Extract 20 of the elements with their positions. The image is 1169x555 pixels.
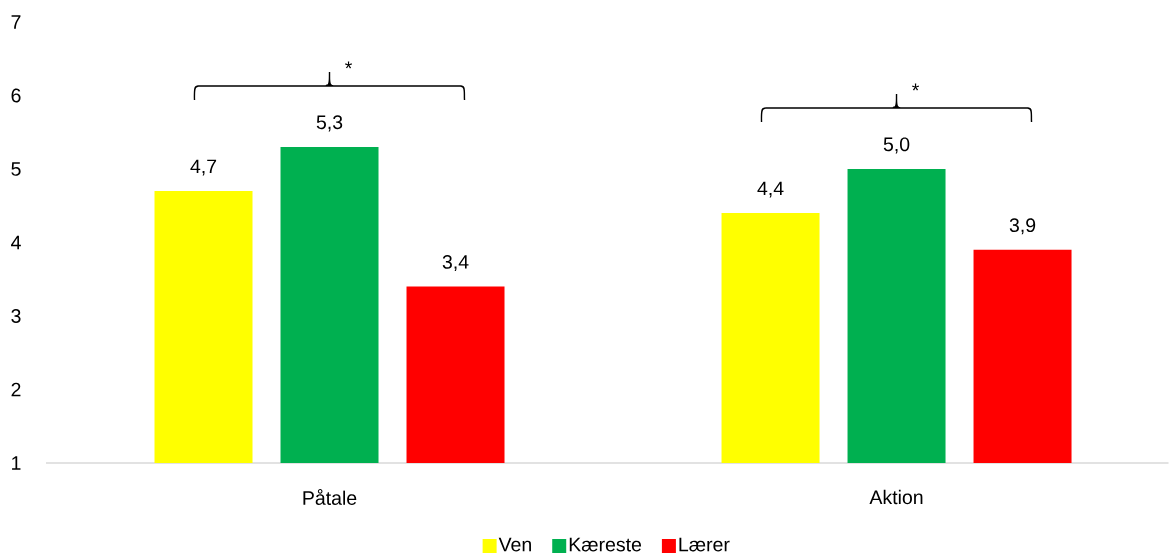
y-tick-label: 3 <box>11 309 21 323</box>
legend-label: Kæreste <box>569 537 642 552</box>
x-tick-label: Påtale <box>303 489 357 505</box>
data-label: 3,9 <box>1009 218 1036 235</box>
legend-label: Ven <box>498 537 531 552</box>
y-tick-label: 1 <box>12 456 21 470</box>
legend-label: Lærer <box>679 537 730 552</box>
data-label: 4,4 <box>757 181 784 198</box>
annotation: * <box>912 83 920 91</box>
data-label: 4,7 <box>190 159 217 176</box>
x-tick-label: Aktion <box>869 489 923 505</box>
data-label: 5,3 <box>316 115 343 132</box>
y-tick-label: 2 <box>11 382 21 397</box>
y-tick-label: 5 <box>11 162 21 176</box>
y-tick-label: 4 <box>11 235 21 250</box>
y-tick-label: 7 <box>11 15 21 29</box>
data-label: 3,4 <box>442 254 469 272</box>
annotation: * <box>345 61 352 69</box>
data-label: 5,0 <box>883 137 910 154</box>
y-tick-label: 6 <box>11 88 21 103</box>
